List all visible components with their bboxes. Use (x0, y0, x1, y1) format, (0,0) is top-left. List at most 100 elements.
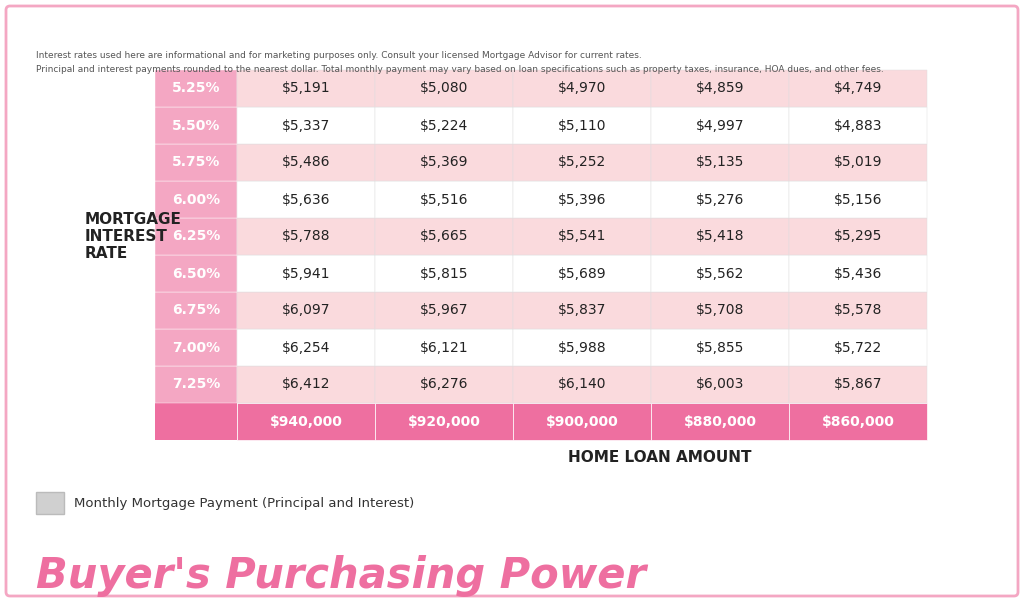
Text: $5,665: $5,665 (420, 229, 468, 243)
Text: $900,000: $900,000 (546, 415, 618, 429)
Text: $6,276: $6,276 (420, 377, 468, 391)
Bar (790, 292, 927, 329)
Bar (155, 255, 237, 292)
Bar (237, 329, 375, 366)
Text: $5,156: $5,156 (834, 193, 883, 206)
Text: $5,252: $5,252 (558, 155, 606, 170)
Bar (790, 366, 927, 403)
Text: 6.75%: 6.75% (172, 303, 220, 317)
Bar (375, 181, 513, 218)
Text: $5,369: $5,369 (420, 155, 468, 170)
Bar (651, 255, 790, 292)
Bar (790, 144, 927, 181)
Text: $5,019: $5,019 (834, 155, 883, 170)
Text: $5,708: $5,708 (696, 303, 744, 317)
Bar (155, 366, 237, 403)
Text: $5,837: $5,837 (558, 303, 606, 317)
Text: $940,000: $940,000 (269, 415, 342, 429)
Text: $5,541: $5,541 (558, 229, 606, 243)
Bar (155, 144, 237, 181)
Bar (513, 70, 651, 107)
Bar (513, 403, 651, 440)
Bar (513, 181, 651, 218)
Bar (155, 70, 237, 107)
Text: $5,486: $5,486 (282, 155, 331, 170)
Text: $6,121: $6,121 (420, 341, 468, 355)
Text: Buyer's Purchasing Power: Buyer's Purchasing Power (36, 555, 646, 597)
Bar (790, 70, 927, 107)
Bar (36, 492, 63, 514)
Bar (237, 292, 375, 329)
Bar (513, 144, 651, 181)
Text: $5,135: $5,135 (696, 155, 744, 170)
Text: 7.25%: 7.25% (172, 377, 220, 391)
Bar (513, 292, 651, 329)
Text: $5,080: $5,080 (420, 81, 468, 96)
Bar (513, 255, 651, 292)
Bar (513, 218, 651, 255)
Text: HOME LOAN AMOUNT: HOME LOAN AMOUNT (568, 450, 752, 465)
Text: $6,097: $6,097 (282, 303, 331, 317)
Bar (375, 329, 513, 366)
Bar (790, 329, 927, 366)
Text: $5,855: $5,855 (696, 341, 744, 355)
Text: $6,254: $6,254 (282, 341, 330, 355)
Text: $5,110: $5,110 (558, 119, 606, 132)
Bar (155, 329, 237, 366)
Text: $4,883: $4,883 (834, 119, 883, 132)
Bar (651, 144, 790, 181)
Text: $5,788: $5,788 (282, 229, 331, 243)
Bar (375, 70, 513, 107)
Text: $880,000: $880,000 (683, 415, 757, 429)
Text: $5,418: $5,418 (695, 229, 744, 243)
Text: $5,722: $5,722 (834, 341, 882, 355)
Bar (651, 366, 790, 403)
Text: $5,224: $5,224 (420, 119, 468, 132)
Text: 5.25%: 5.25% (172, 81, 220, 96)
Bar (237, 70, 375, 107)
Text: $5,562: $5,562 (696, 267, 744, 281)
Bar (155, 292, 237, 329)
Bar (155, 218, 237, 255)
Text: 7.00%: 7.00% (172, 341, 220, 355)
Bar (237, 366, 375, 403)
Text: 6.50%: 6.50% (172, 267, 220, 281)
Text: Interest rates used here are informational and for marketing purposes only. Cons: Interest rates used here are information… (36, 51, 642, 60)
Bar (651, 70, 790, 107)
Text: $6,412: $6,412 (282, 377, 331, 391)
Bar (651, 403, 790, 440)
Bar (237, 144, 375, 181)
Text: $6,140: $6,140 (558, 377, 606, 391)
Bar (790, 181, 927, 218)
Bar (651, 329, 790, 366)
Bar (790, 218, 927, 255)
Text: $5,815: $5,815 (420, 267, 468, 281)
Text: 5.75%: 5.75% (172, 155, 220, 170)
Bar (513, 366, 651, 403)
Text: $4,997: $4,997 (695, 119, 744, 132)
Text: $860,000: $860,000 (821, 415, 894, 429)
Text: $5,967: $5,967 (420, 303, 468, 317)
Text: $5,516: $5,516 (420, 193, 468, 206)
Text: $5,941: $5,941 (282, 267, 331, 281)
Bar (375, 366, 513, 403)
Text: $5,867: $5,867 (834, 377, 883, 391)
Bar (375, 255, 513, 292)
FancyBboxPatch shape (6, 6, 1018, 596)
Text: $5,988: $5,988 (558, 341, 606, 355)
Bar (651, 218, 790, 255)
Text: $5,689: $5,689 (558, 267, 606, 281)
Bar (651, 107, 790, 144)
Bar (237, 403, 375, 440)
Text: $6,003: $6,003 (696, 377, 744, 391)
Bar (790, 403, 927, 440)
Bar (513, 107, 651, 144)
Text: $5,636: $5,636 (282, 193, 331, 206)
Text: 6.25%: 6.25% (172, 229, 220, 243)
Bar (790, 255, 927, 292)
Text: Principal and interest payments rounded to the nearest dollar. Total monthly pay: Principal and interest payments rounded … (36, 65, 884, 74)
Bar (513, 329, 651, 366)
Bar (790, 107, 927, 144)
Text: $5,396: $5,396 (558, 193, 606, 206)
Bar (375, 144, 513, 181)
